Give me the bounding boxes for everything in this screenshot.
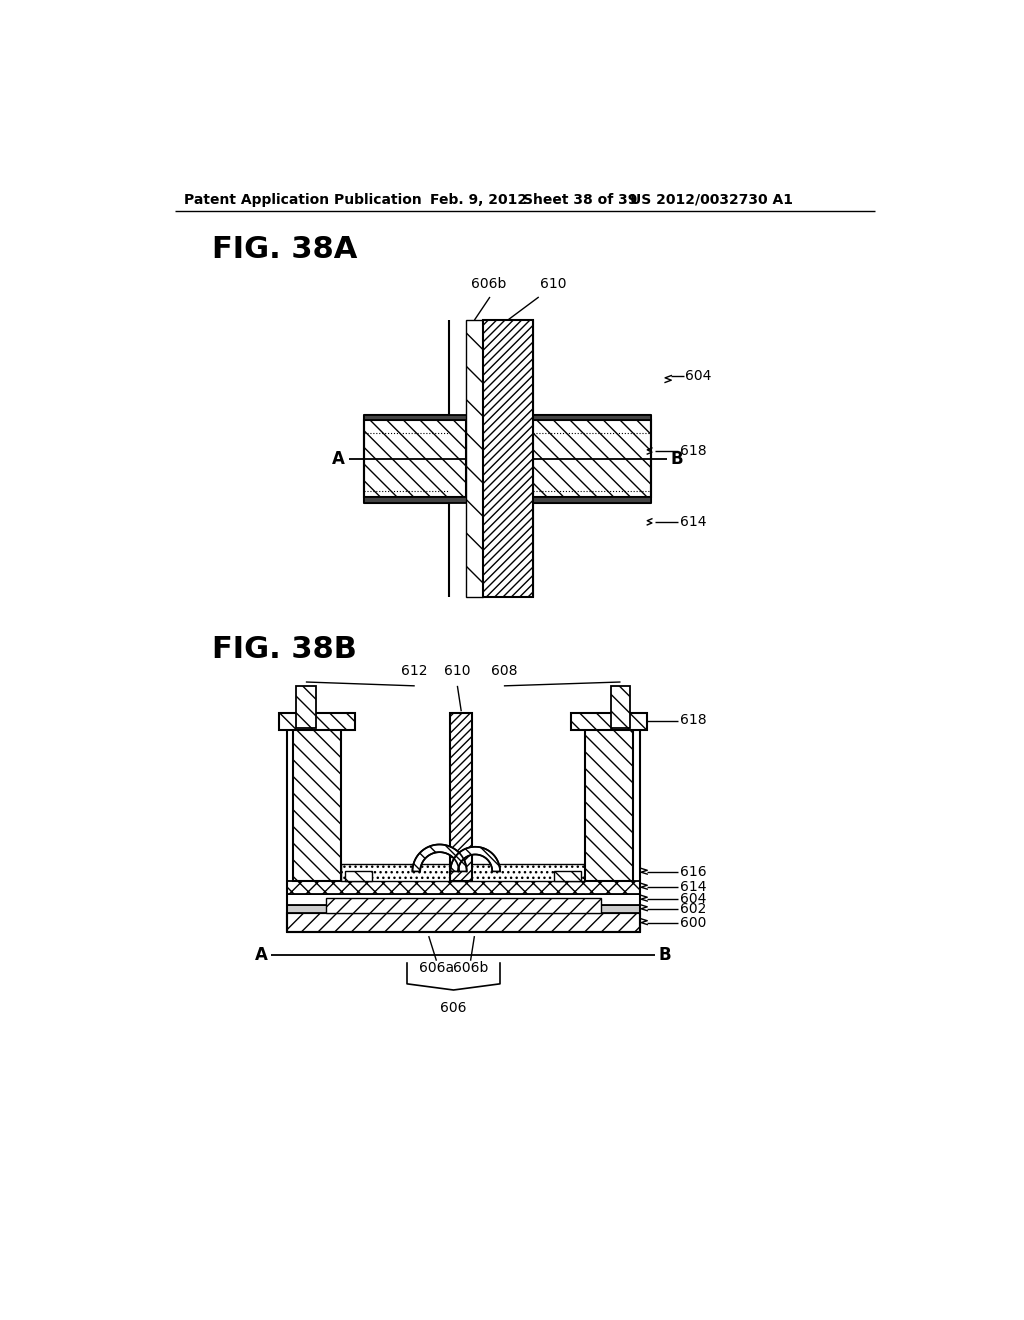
Bar [365, 498, 466, 597]
Bar [365, 498, 651, 503]
Bar [345, 871, 372, 880]
Text: 604: 604 [680, 892, 707, 906]
Polygon shape [451, 847, 500, 871]
Text: B: B [658, 946, 672, 965]
Text: 606b: 606b [471, 277, 506, 290]
Bar [571, 713, 647, 730]
Bar [532, 498, 651, 597]
Bar [532, 420, 651, 498]
Bar [287, 880, 640, 894]
Bar [451, 713, 472, 880]
Bar [466, 321, 483, 598]
Text: US 2012/0032730 A1: US 2012/0032730 A1 [630, 193, 794, 207]
Bar [293, 729, 341, 880]
Bar [554, 871, 582, 880]
Bar [586, 729, 633, 880]
Text: FIG. 38B: FIG. 38B [212, 635, 356, 664]
Text: 604: 604 [685, 368, 712, 383]
Text: 616: 616 [680, 865, 707, 879]
Text: Sheet 38 of 39: Sheet 38 of 39 [523, 193, 638, 207]
Bar [365, 321, 466, 420]
Text: 606a: 606a [419, 961, 454, 975]
Bar [326, 898, 601, 913]
Text: B: B [671, 450, 683, 467]
Text: 606: 606 [440, 1001, 467, 1015]
Text: A: A [255, 946, 267, 965]
Text: Feb. 9, 2012: Feb. 9, 2012 [430, 193, 527, 207]
Text: 610: 610 [444, 664, 471, 678]
Text: 608: 608 [490, 664, 517, 678]
Text: 614: 614 [680, 880, 707, 894]
Bar [280, 713, 355, 730]
Bar [532, 321, 651, 420]
Text: 606b: 606b [453, 961, 488, 975]
Bar [365, 420, 466, 498]
Text: FIG. 38A: FIG. 38A [212, 235, 357, 264]
Bar [287, 913, 640, 932]
Text: 614: 614 [680, 515, 707, 529]
Bar [341, 713, 586, 863]
Bar [341, 863, 586, 880]
Text: 602: 602 [680, 902, 707, 916]
Bar [296, 686, 315, 729]
Text: 618: 618 [680, 444, 707, 458]
Text: 600: 600 [680, 916, 707, 929]
Polygon shape [413, 845, 467, 871]
Bar [287, 904, 640, 913]
Text: 610: 610 [541, 277, 567, 290]
Text: 612: 612 [401, 664, 428, 678]
Bar [365, 414, 651, 420]
Text: 618: 618 [680, 714, 707, 727]
Text: Patent Application Publication: Patent Application Publication [183, 193, 422, 207]
Bar [287, 894, 640, 904]
Text: A: A [332, 450, 345, 467]
Bar [611, 686, 630, 729]
Bar [483, 321, 532, 598]
